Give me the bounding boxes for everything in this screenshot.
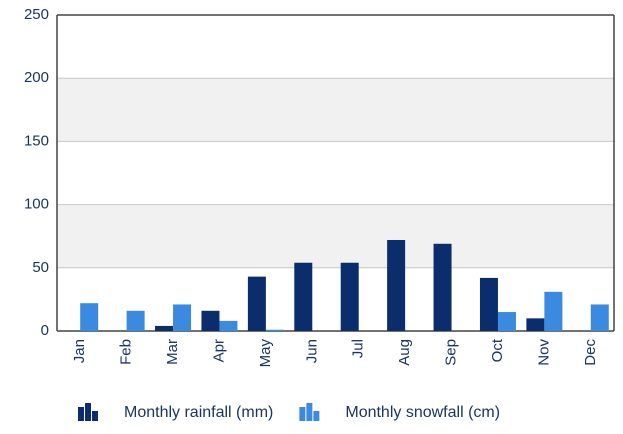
x-tick-label: May [257,339,274,368]
legend-icon [306,403,313,421]
y-tick-label: 250 [24,6,49,23]
legend-icon [92,411,98,421]
y-tick-label: 100 [24,196,49,213]
bar [219,320,238,331]
bar [479,277,498,331]
y-tick-label: 150 [24,132,49,149]
y-tick-label: 50 [32,259,49,276]
bar [387,239,406,331]
x-tick-label: Mar [164,339,181,365]
x-tick-label: Jul [350,339,367,358]
bar [173,304,192,331]
x-tick-label: Dec [582,339,599,366]
legend-icon [299,407,306,421]
y-tick-label: 200 [24,69,49,86]
x-tick-label: Feb [118,339,135,365]
x-tick-label: Nov [535,339,552,366]
legend-icon [313,411,320,421]
x-tick-label: Apr [210,339,227,362]
x-tick-label: Jan [71,339,88,363]
legend-icon [85,403,91,421]
bar [526,318,545,331]
bar [265,329,284,331]
bar [497,312,516,331]
bar [544,291,563,331]
bar [590,304,609,331]
y-tick-label: 0 [41,322,49,339]
x-tick-label: Aug [396,339,413,366]
x-tick-label: Jun [303,339,320,363]
bar [201,310,220,331]
x-tick-label: Sep [443,339,460,366]
legend-icon [78,407,84,421]
bar [340,262,359,331]
bar [247,276,266,331]
grid-band [57,204,614,268]
bar [126,310,145,331]
bar [80,303,99,331]
legend-label: Monthly snowfall (cm) [345,404,500,421]
bar [155,325,174,331]
bar [294,262,313,331]
grid-band [57,78,614,142]
x-tick-label: Oct [489,338,506,362]
legend-label: Monthly rainfall (mm) [124,404,273,421]
bar [433,243,452,331]
